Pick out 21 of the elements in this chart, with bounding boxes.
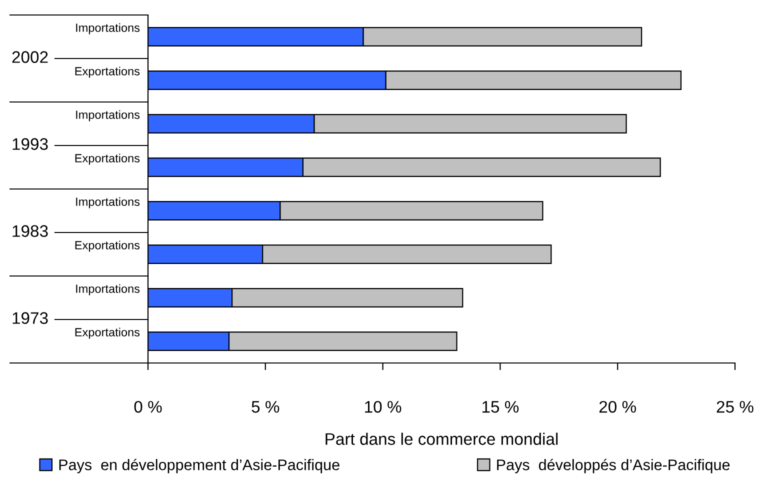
y-tick-label: Importations [76,284,140,296]
y-tick-label: Exportations [75,328,140,339]
text: 2002 [12,51,48,63]
text: 1973 [12,312,48,324]
y-tick-label: Exportations [75,66,140,78]
x-tick-label: 20 % [599,400,636,413]
x-tick-label: 15 % [482,401,519,413]
x-tick-label: 0 % [134,400,162,413]
y-tick-label: Exportations [75,240,140,252]
x-tick-label: 25 % [716,400,754,413]
y-tick-label: Importations [76,110,140,122]
x-tick-label: 10 % [365,400,402,413]
x-tick-label: 5 % [252,401,280,413]
legend-label: Pays en développement d’Asie-Pacifique [59,458,340,474]
text: 1983 [12,225,48,237]
y-tick-label: Importations [76,197,140,208]
y-tick-label: Exportations [75,154,140,165]
text: 1993 [12,138,48,150]
x-axis-title: Part dans le commerce mondial [326,432,558,445]
y-tick-label: Importations [76,23,140,34]
legend-label: Pays développés d’Asie-Pacifique [497,458,730,474]
